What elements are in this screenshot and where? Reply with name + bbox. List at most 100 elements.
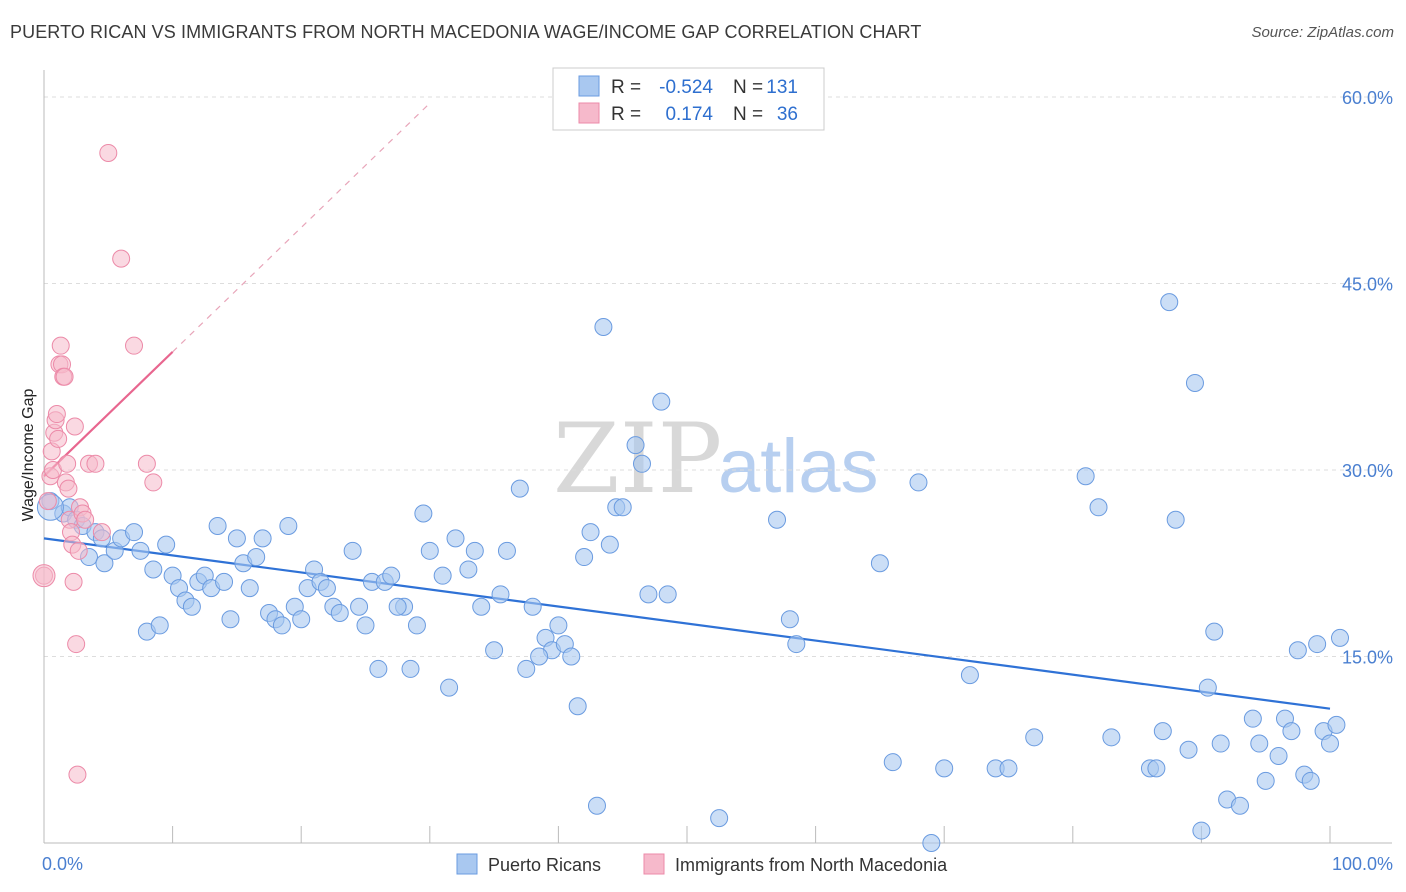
data-point-puerto-ricans <box>485 641 504 660</box>
trend-line-puerto-ricans <box>43 537 1331 710</box>
x-tick-label: 0.0% <box>42 854 83 874</box>
data-point-north-macedonia <box>64 572 83 591</box>
data-point-puerto-ricans <box>369 659 388 678</box>
data-point-puerto-ricans <box>125 523 144 542</box>
data-point-north-macedonia <box>68 765 87 784</box>
data-point-puerto-ricans <box>549 616 568 635</box>
data-point-puerto-ricans <box>780 610 799 629</box>
data-point-north-macedonia <box>137 454 156 473</box>
watermark-atlas: atlas <box>718 424 879 509</box>
data-point-puerto-ricans <box>1198 678 1217 697</box>
data-point-puerto-ricans <box>330 603 349 622</box>
data-point-puerto-ricans <box>247 548 266 567</box>
y-axis-label: Wage/Income Gap <box>20 389 37 522</box>
data-point-puerto-ricans <box>1288 641 1307 660</box>
data-point-puerto-ricans <box>95 554 114 573</box>
data-point-north-macedonia <box>67 635 86 654</box>
y-tick-label: 15.0% <box>1342 648 1393 668</box>
data-point-puerto-ricans <box>1089 498 1108 517</box>
data-point-puerto-ricans <box>215 572 234 591</box>
legend-n-value-2: 36 <box>777 104 798 125</box>
trend-line-extension-north-macedonia <box>172 102 431 353</box>
data-point-puerto-ricans <box>658 585 677 604</box>
data-point-puerto-ricans <box>1211 734 1230 753</box>
legend-n-label-2: N = <box>733 104 763 125</box>
data-point-north-macedonia <box>125 336 144 355</box>
data-point-north-macedonia <box>92 523 111 542</box>
data-point-puerto-ricans <box>240 579 259 598</box>
data-point-north-macedonia <box>86 454 105 473</box>
data-point-puerto-ricans <box>401 659 420 678</box>
data-point-north-macedonia <box>76 510 95 529</box>
legend-r-label-1: R = <box>611 77 641 98</box>
data-point-puerto-ricans <box>1308 635 1327 654</box>
tick-labels: 15.0% 30.0% 45.0% 60.0% 0.0% 100.0% <box>42 88 1393 874</box>
data-point-north-macedonia <box>38 492 57 511</box>
data-point-puerto-ricans <box>182 597 201 616</box>
data-point-puerto-ricans <box>317 579 336 598</box>
data-point-puerto-ricans <box>517 659 536 678</box>
data-point-puerto-ricans <box>581 523 600 542</box>
data-point-puerto-ricans <box>587 796 606 815</box>
data-point-puerto-ricans <box>144 560 163 579</box>
data-point-north-macedonia <box>47 405 66 424</box>
data-point-puerto-ricans <box>1192 821 1211 840</box>
data-point-north-macedonia <box>49 429 68 448</box>
axes <box>43 70 1392 844</box>
data-point-puerto-ricans <box>1166 510 1185 529</box>
data-point-north-macedonia <box>99 143 118 162</box>
data-point-puerto-ricans <box>407 616 426 635</box>
data-point-puerto-ricans <box>530 647 549 666</box>
data-point-puerto-ricans <box>613 498 632 517</box>
data-point-puerto-ricans <box>523 597 542 616</box>
data-point-puerto-ricans <box>1282 722 1301 741</box>
data-point-puerto-ricans <box>600 535 619 554</box>
data-point-puerto-ricans <box>1102 728 1121 747</box>
chart-title: PUERTO RICAN VS IMMIGRANTS FROM NORTH MA… <box>10 22 922 42</box>
data-point-puerto-ricans <box>1321 734 1339 753</box>
y-tick-label: 30.0% <box>1342 461 1393 481</box>
data-point-puerto-ricans <box>1205 622 1224 641</box>
data-point-puerto-ricans <box>221 610 240 629</box>
data-point-puerto-ricans <box>787 635 806 654</box>
data-point-puerto-ricans <box>433 566 452 585</box>
data-point-puerto-ricans <box>208 516 227 535</box>
data-point-puerto-ricans <box>382 566 401 585</box>
data-point-puerto-ricans <box>909 473 928 492</box>
data-point-puerto-ricans <box>420 541 439 560</box>
data-point-puerto-ricans <box>157 535 176 554</box>
data-point-puerto-ricans <box>768 510 787 529</box>
data-point-puerto-ricans <box>1230 796 1249 815</box>
data-point-puerto-ricans <box>594 318 613 337</box>
data-point-puerto-ricans <box>960 666 979 685</box>
data-point-puerto-ricans <box>1301 771 1320 790</box>
data-point-puerto-ricans <box>710 809 729 828</box>
data-point-puerto-ricans <box>1076 467 1095 486</box>
legend-r-value-1: -0.524 <box>659 77 713 98</box>
data-point-puerto-ricans <box>1179 740 1198 759</box>
data-point-puerto-ricans <box>922 834 941 852</box>
bottom-legend-swatch-pink <box>643 853 665 875</box>
data-point-puerto-ricans <box>1250 734 1269 753</box>
data-point-puerto-ricans <box>1327 715 1346 734</box>
data-point-puerto-ricans <box>1025 728 1044 747</box>
data-point-puerto-ricans <box>1256 771 1275 790</box>
bottom-legend-north-macedonia: Immigrants from North Macedonia <box>675 855 948 875</box>
data-point-puerto-ricans <box>652 392 671 411</box>
data-point-puerto-ricans <box>999 759 1018 778</box>
data-point-north-macedonia <box>144 473 163 492</box>
data-point-puerto-ricans <box>1147 759 1166 778</box>
bottom-legend-puerto-ricans: Puerto Ricans <box>488 855 601 875</box>
data-point-puerto-ricans <box>575 548 594 567</box>
data-point-puerto-ricans <box>632 454 651 473</box>
y-tick-label: 60.0% <box>1342 88 1393 108</box>
data-point-puerto-ricans <box>388 597 407 616</box>
data-point-puerto-ricans <box>883 753 902 772</box>
data-point-puerto-ricans <box>497 541 516 560</box>
data-point-puerto-ricans <box>626 436 645 455</box>
data-point-north-macedonia <box>51 336 70 355</box>
data-point-puerto-ricans <box>1331 628 1349 647</box>
x-tick-label: 100.0% <box>1332 854 1393 874</box>
data-point-puerto-ricans <box>870 554 889 573</box>
